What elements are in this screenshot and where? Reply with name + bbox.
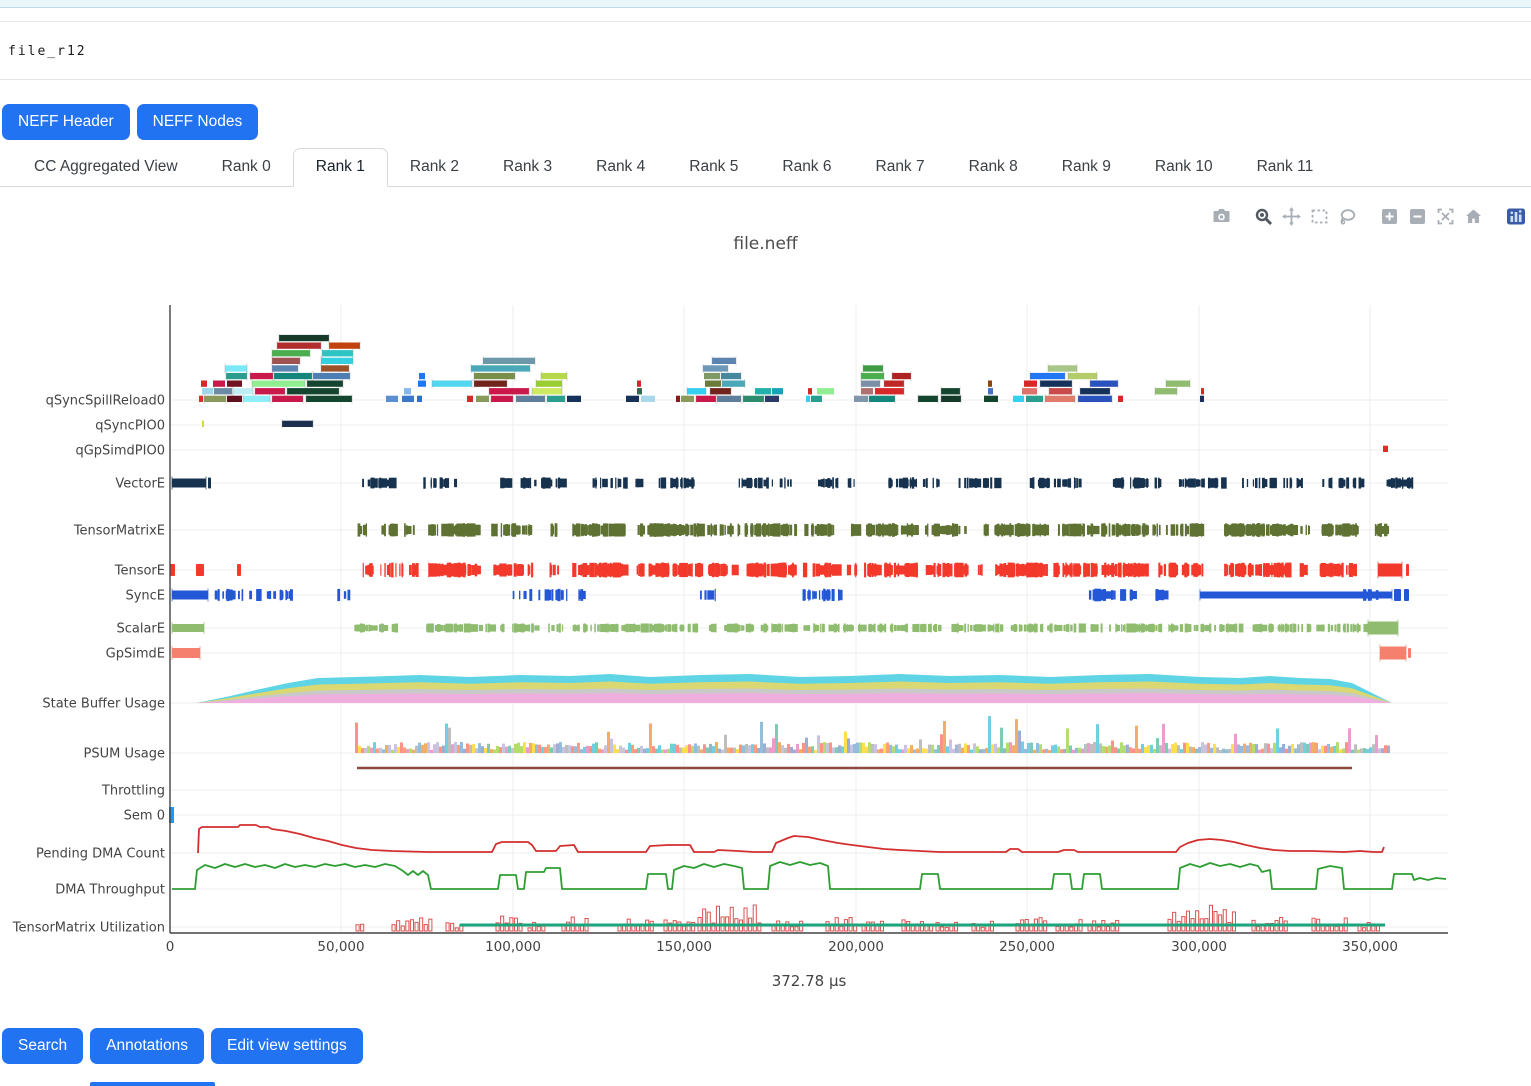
zoom-in-icon[interactable] <box>1380 207 1399 226</box>
tab-rank-0[interactable]: Rank 0 <box>221 158 271 175</box>
camera-icon[interactable] <box>1212 207 1231 226</box>
x-axis-title: 372.78 μs <box>772 972 847 990</box>
svg-text:0: 0 <box>166 939 175 955</box>
modebar-group <box>1506 207 1525 226</box>
svg-text:Throttling: Throttling <box>101 784 165 799</box>
svg-text:State Buffer Usage: State Buffer Usage <box>42 697 165 712</box>
tab-rank-10[interactable]: Rank 10 <box>1154 158 1213 175</box>
svg-text:TensorMatrix Utilization: TensorMatrix Utilization <box>12 921 165 936</box>
rank-tab-bar: CC Aggregated View Rank 0 Rank 1 Rank 2 Rank… <box>0 147 1531 187</box>
zoom-out-icon[interactable] <box>1408 207 1427 226</box>
top-sub-strip <box>0 8 1531 22</box>
plotly-logo-icon[interactable] <box>1506 207 1525 226</box>
tab-rank-8[interactable]: Rank 8 <box>968 158 1018 175</box>
modebar-group <box>1212 207 1231 226</box>
tab-rank-9[interactable]: Rank 9 <box>1061 158 1111 175</box>
search-button[interactable]: Search <box>2 1028 84 1064</box>
svg-text:50,000: 50,000 <box>317 939 364 955</box>
clipped-button-edge[interactable] <box>90 1082 215 1086</box>
tab-cc-aggregated-view[interactable]: CC Aggregated View <box>34 158 178 175</box>
svg-text:Pending DMA Count: Pending DMA Count <box>36 847 165 862</box>
pan-icon[interactable] <box>1282 207 1301 226</box>
pending-dma-count-line <box>197 824 1385 854</box>
tab-rank-7[interactable]: Rank 7 <box>875 158 925 175</box>
modebar-group <box>1254 207 1357 226</box>
axes <box>169 305 1448 934</box>
svg-text:200,000: 200,000 <box>828 939 884 955</box>
neff-button-row: NEFF Header NEFF Nodes <box>2 104 259 140</box>
svg-text:VectorE: VectorE <box>115 477 165 492</box>
queue-flame-bars <box>199 333 1388 452</box>
plotly-modebar <box>1198 207 1525 226</box>
svg-text:DMA Throughput: DMA Throughput <box>55 883 165 898</box>
row-labels: qSyncSpillReload0 qSyncPIO0 qGpSimdPIO0 Vec… <box>12 394 165 936</box>
file-name-label: file_r12 <box>8 44 87 59</box>
svg-text:300,000: 300,000 <box>1171 939 1227 955</box>
svg-text:ScalarE: ScalarE <box>116 622 165 637</box>
chart-title: file.neff <box>733 234 798 254</box>
state-buffer-usage-area <box>196 674 1392 703</box>
edit-view-settings-button[interactable]: Edit view settings <box>211 1028 363 1064</box>
autoscale-icon[interactable] <box>1436 207 1455 226</box>
tensormatrix-utilization-bars <box>355 904 1385 932</box>
tab-rank-5[interactable]: Rank 5 <box>689 158 739 175</box>
tab-rank-1[interactable]: Rank 1 <box>292 148 388 187</box>
top-accent-strip <box>0 0 1531 8</box>
sem0-marker <box>169 807 174 823</box>
tab-rank-11[interactable]: Rank 11 <box>1256 158 1314 175</box>
svg-text:TensorMatrixE: TensorMatrixE <box>73 524 165 539</box>
x-tick-labels: 0 50,000 100,000 150,000 200,000 250,000 300,0… <box>166 939 1398 955</box>
tab-rank-4[interactable]: Rank 4 <box>596 158 646 175</box>
file-header-bar: file_r12 <box>0 22 1531 80</box>
dma-throughput-line <box>172 861 1447 890</box>
engine-instruction-rows <box>170 476 1414 662</box>
neff-header-button[interactable]: NEFF Header <box>2 104 130 140</box>
annotations-button[interactable]: Annotations <box>90 1028 204 1064</box>
svg-text:350,000: 350,000 <box>1342 939 1398 955</box>
svg-text:GpSimdE: GpSimdE <box>106 647 165 662</box>
psum-usage-area <box>355 716 1390 753</box>
box-select-icon[interactable] <box>1310 207 1329 226</box>
neff-nodes-button[interactable]: NEFF Nodes <box>136 104 259 140</box>
footer-button-row: Search Annotations Edit view settings <box>2 1028 363 1064</box>
svg-text:qGpSimdPIO0: qGpSimdPIO0 <box>75 444 165 459</box>
svg-text:qSyncPIO0: qSyncPIO0 <box>95 419 165 434</box>
svg-text:TensorE: TensorE <box>114 564 165 579</box>
tab-rank-2[interactable]: Rank 2 <box>409 158 459 175</box>
modebar-group <box>1380 207 1483 226</box>
timeline-chart[interactable]: qSyncSpillReload0 qSyncPIO0 qGpSimdPIO0 Vec… <box>0 292 1531 1002</box>
svg-text:Sem 0: Sem 0 <box>124 809 165 824</box>
tab-rank-6[interactable]: Rank 6 <box>782 158 832 175</box>
svg-text:150,000: 150,000 <box>656 939 712 955</box>
svg-text:250,000: 250,000 <box>999 939 1055 955</box>
svg-text:PSUM Usage: PSUM Usage <box>84 747 165 762</box>
lasso-select-icon[interactable] <box>1338 207 1357 226</box>
svg-text:qSyncSpillReload0: qSyncSpillReload0 <box>46 394 165 409</box>
zoom-icon[interactable] <box>1254 207 1273 226</box>
svg-text:SyncE: SyncE <box>125 589 165 604</box>
tab-rank-3[interactable]: Rank 3 <box>503 158 553 175</box>
svg-text:100,000: 100,000 <box>485 939 541 955</box>
reset-axes-icon[interactable] <box>1464 207 1483 226</box>
